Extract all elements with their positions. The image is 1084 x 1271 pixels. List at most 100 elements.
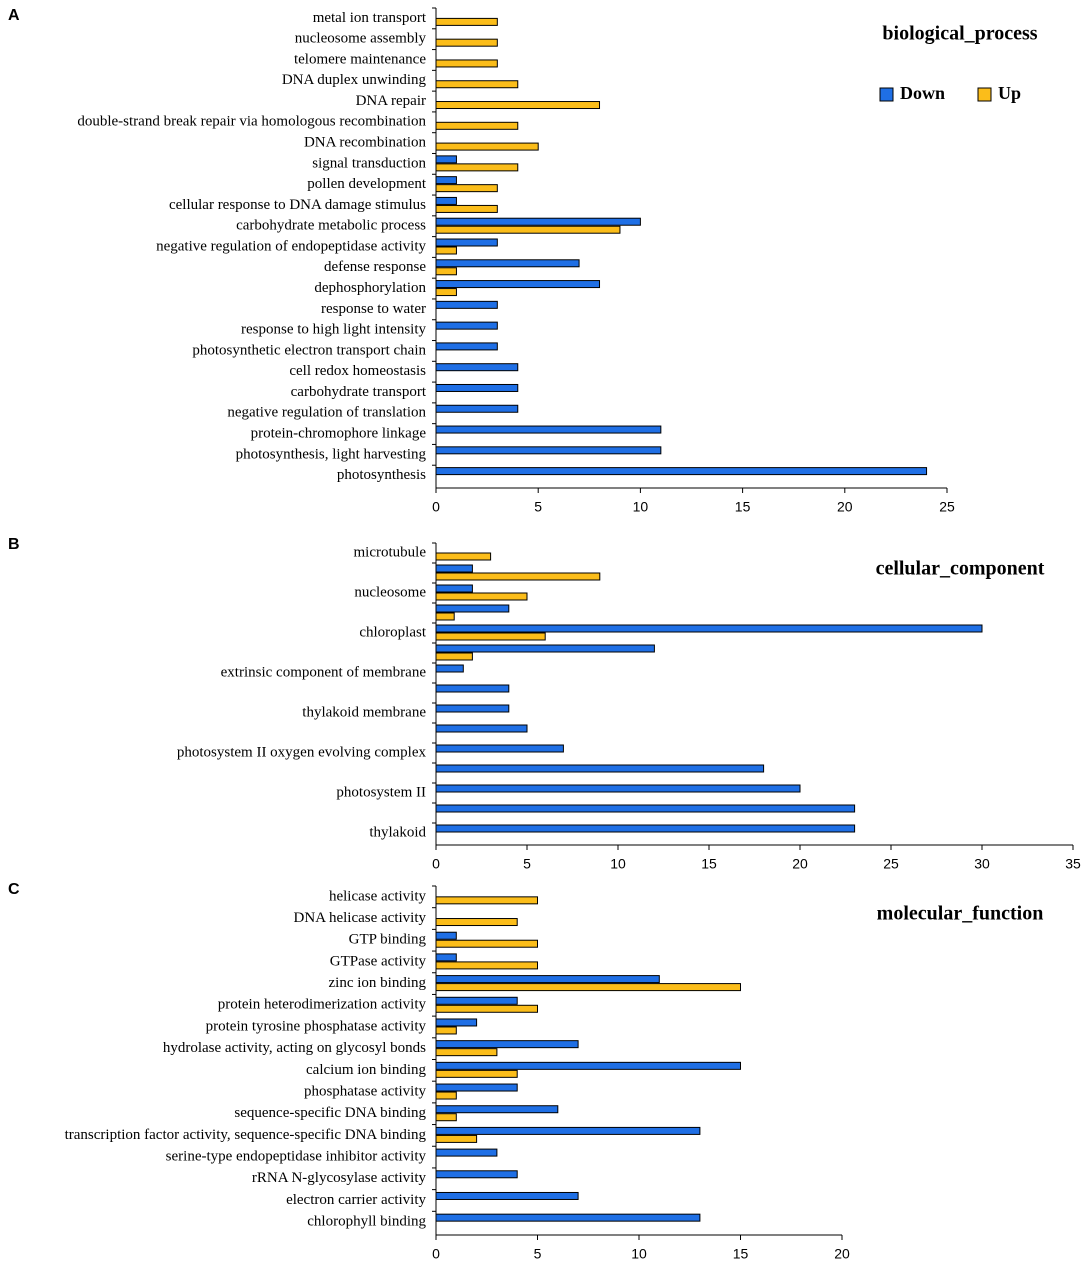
bar xyxy=(435,1148,498,1157)
bar xyxy=(435,155,457,164)
y-tick-label: pollen development xyxy=(307,176,427,192)
y-tick-label: defense response xyxy=(324,259,426,275)
bar xyxy=(435,552,492,561)
bar xyxy=(435,59,498,68)
y-tick-label: transcription factor activity, sequence-… xyxy=(65,1127,427,1143)
y-tick-label: helicase activity xyxy=(329,888,427,904)
bar xyxy=(435,784,801,793)
y-tick-label: DNA recombination xyxy=(304,135,427,151)
bar xyxy=(435,163,519,172)
bar xyxy=(435,217,641,226)
x-tick-label: 30 xyxy=(974,856,990,872)
bar xyxy=(435,1048,498,1057)
bar xyxy=(435,804,856,813)
x-tick-label: 25 xyxy=(883,856,899,872)
y-tick-label: protein-chromophore linkage xyxy=(251,425,427,441)
bar xyxy=(435,259,580,268)
bar xyxy=(435,1040,579,1049)
bar xyxy=(435,632,546,641)
y-tick-label: serine-type endopeptidase inhibitor acti… xyxy=(166,1149,427,1165)
x-tick-label: 5 xyxy=(523,856,531,872)
bar xyxy=(435,446,662,455)
y-tick-label: cell redox homeostasis xyxy=(289,363,426,379)
y-tick-label: extrinsic component of membrane xyxy=(221,664,427,680)
x-tick-label: 10 xyxy=(633,499,649,515)
bar xyxy=(435,624,983,633)
bar xyxy=(435,321,498,330)
y-tick-label: carbohydrate transport xyxy=(291,384,427,400)
bar xyxy=(435,896,538,905)
bar xyxy=(435,1105,559,1114)
bar xyxy=(435,604,510,613)
bar xyxy=(435,176,457,185)
y-tick-label: rRNA N-glycosylase activity xyxy=(252,1170,427,1186)
bar xyxy=(435,142,539,151)
bar xyxy=(435,1004,538,1013)
y-tick-label: response to high light intensity xyxy=(241,322,426,338)
bar xyxy=(435,280,601,289)
y-tick-label: DNA duplex unwinding xyxy=(282,72,427,88)
y-tick-label: negative regulation of endopeptidase act… xyxy=(156,238,426,254)
x-tick-label: 10 xyxy=(610,856,626,872)
y-tick-label: thylakoid xyxy=(369,824,426,840)
bar xyxy=(435,425,662,434)
bar xyxy=(435,1191,579,1200)
y-tick-label: photosynthetic electron transport chain xyxy=(192,342,426,358)
y-tick-label: chloroplast xyxy=(359,624,426,640)
bar xyxy=(435,652,473,661)
bar xyxy=(435,584,473,593)
legend-label: Up xyxy=(998,83,1021,103)
bar xyxy=(435,918,518,927)
x-tick-label: 15 xyxy=(735,499,751,515)
x-tick-label: 0 xyxy=(432,1246,440,1262)
y-tick-label: cellular response to DNA damage stimulus xyxy=(169,197,426,213)
bar xyxy=(435,196,457,205)
bar xyxy=(435,564,473,573)
bar xyxy=(435,572,601,581)
y-tick-label: zinc ion binding xyxy=(329,975,427,991)
x-tick-label: 5 xyxy=(534,499,542,515)
bar xyxy=(435,1061,741,1070)
bar xyxy=(435,121,519,130)
bar xyxy=(435,204,498,213)
bar xyxy=(435,953,457,962)
legend-swatch xyxy=(879,87,894,102)
bar xyxy=(435,764,765,773)
bar xyxy=(435,288,457,297)
bar xyxy=(435,1134,478,1143)
y-tick-label: calcium ion binding xyxy=(306,1062,426,1078)
bar xyxy=(435,1213,701,1222)
y-tick-label: telomere maintenance xyxy=(294,51,426,67)
y-tick-label: microtubule xyxy=(354,544,427,560)
panel-label: C xyxy=(8,881,20,898)
y-tick-label: response to water xyxy=(321,301,426,317)
y-tick-label: hydrolase activity, acting on glycosyl b… xyxy=(163,1040,426,1056)
x-tick-label: 10 xyxy=(631,1246,647,1262)
bar xyxy=(435,1026,457,1035)
x-tick-label: 35 xyxy=(1065,856,1081,872)
bar xyxy=(435,184,498,193)
chart-title: molecular_function xyxy=(877,903,1044,925)
bar xyxy=(435,996,518,1005)
y-tick-label: GTP binding xyxy=(349,932,427,948)
bar xyxy=(435,1069,518,1078)
x-tick-label: 20 xyxy=(792,856,808,872)
x-tick-label: 25 xyxy=(939,499,955,515)
bar xyxy=(435,467,928,476)
y-tick-label: photosystem II oxygen evolving complex xyxy=(177,744,427,760)
chart-title: biological_process xyxy=(882,23,1037,45)
bar xyxy=(435,300,498,309)
x-tick-label: 15 xyxy=(701,856,717,872)
bar xyxy=(435,383,519,392)
y-tick-label: sequence-specific DNA binding xyxy=(234,1105,426,1121)
x-tick-label: 0 xyxy=(432,499,440,515)
panel-label: B xyxy=(8,536,20,553)
x-tick-label: 0 xyxy=(432,856,440,872)
bar xyxy=(435,961,538,970)
y-tick-label: photosynthesis, light harvesting xyxy=(236,446,427,462)
panel-label: A xyxy=(8,7,20,24)
bar xyxy=(435,612,455,621)
y-tick-label: negative regulation of translation xyxy=(227,405,426,421)
bar xyxy=(435,824,856,833)
